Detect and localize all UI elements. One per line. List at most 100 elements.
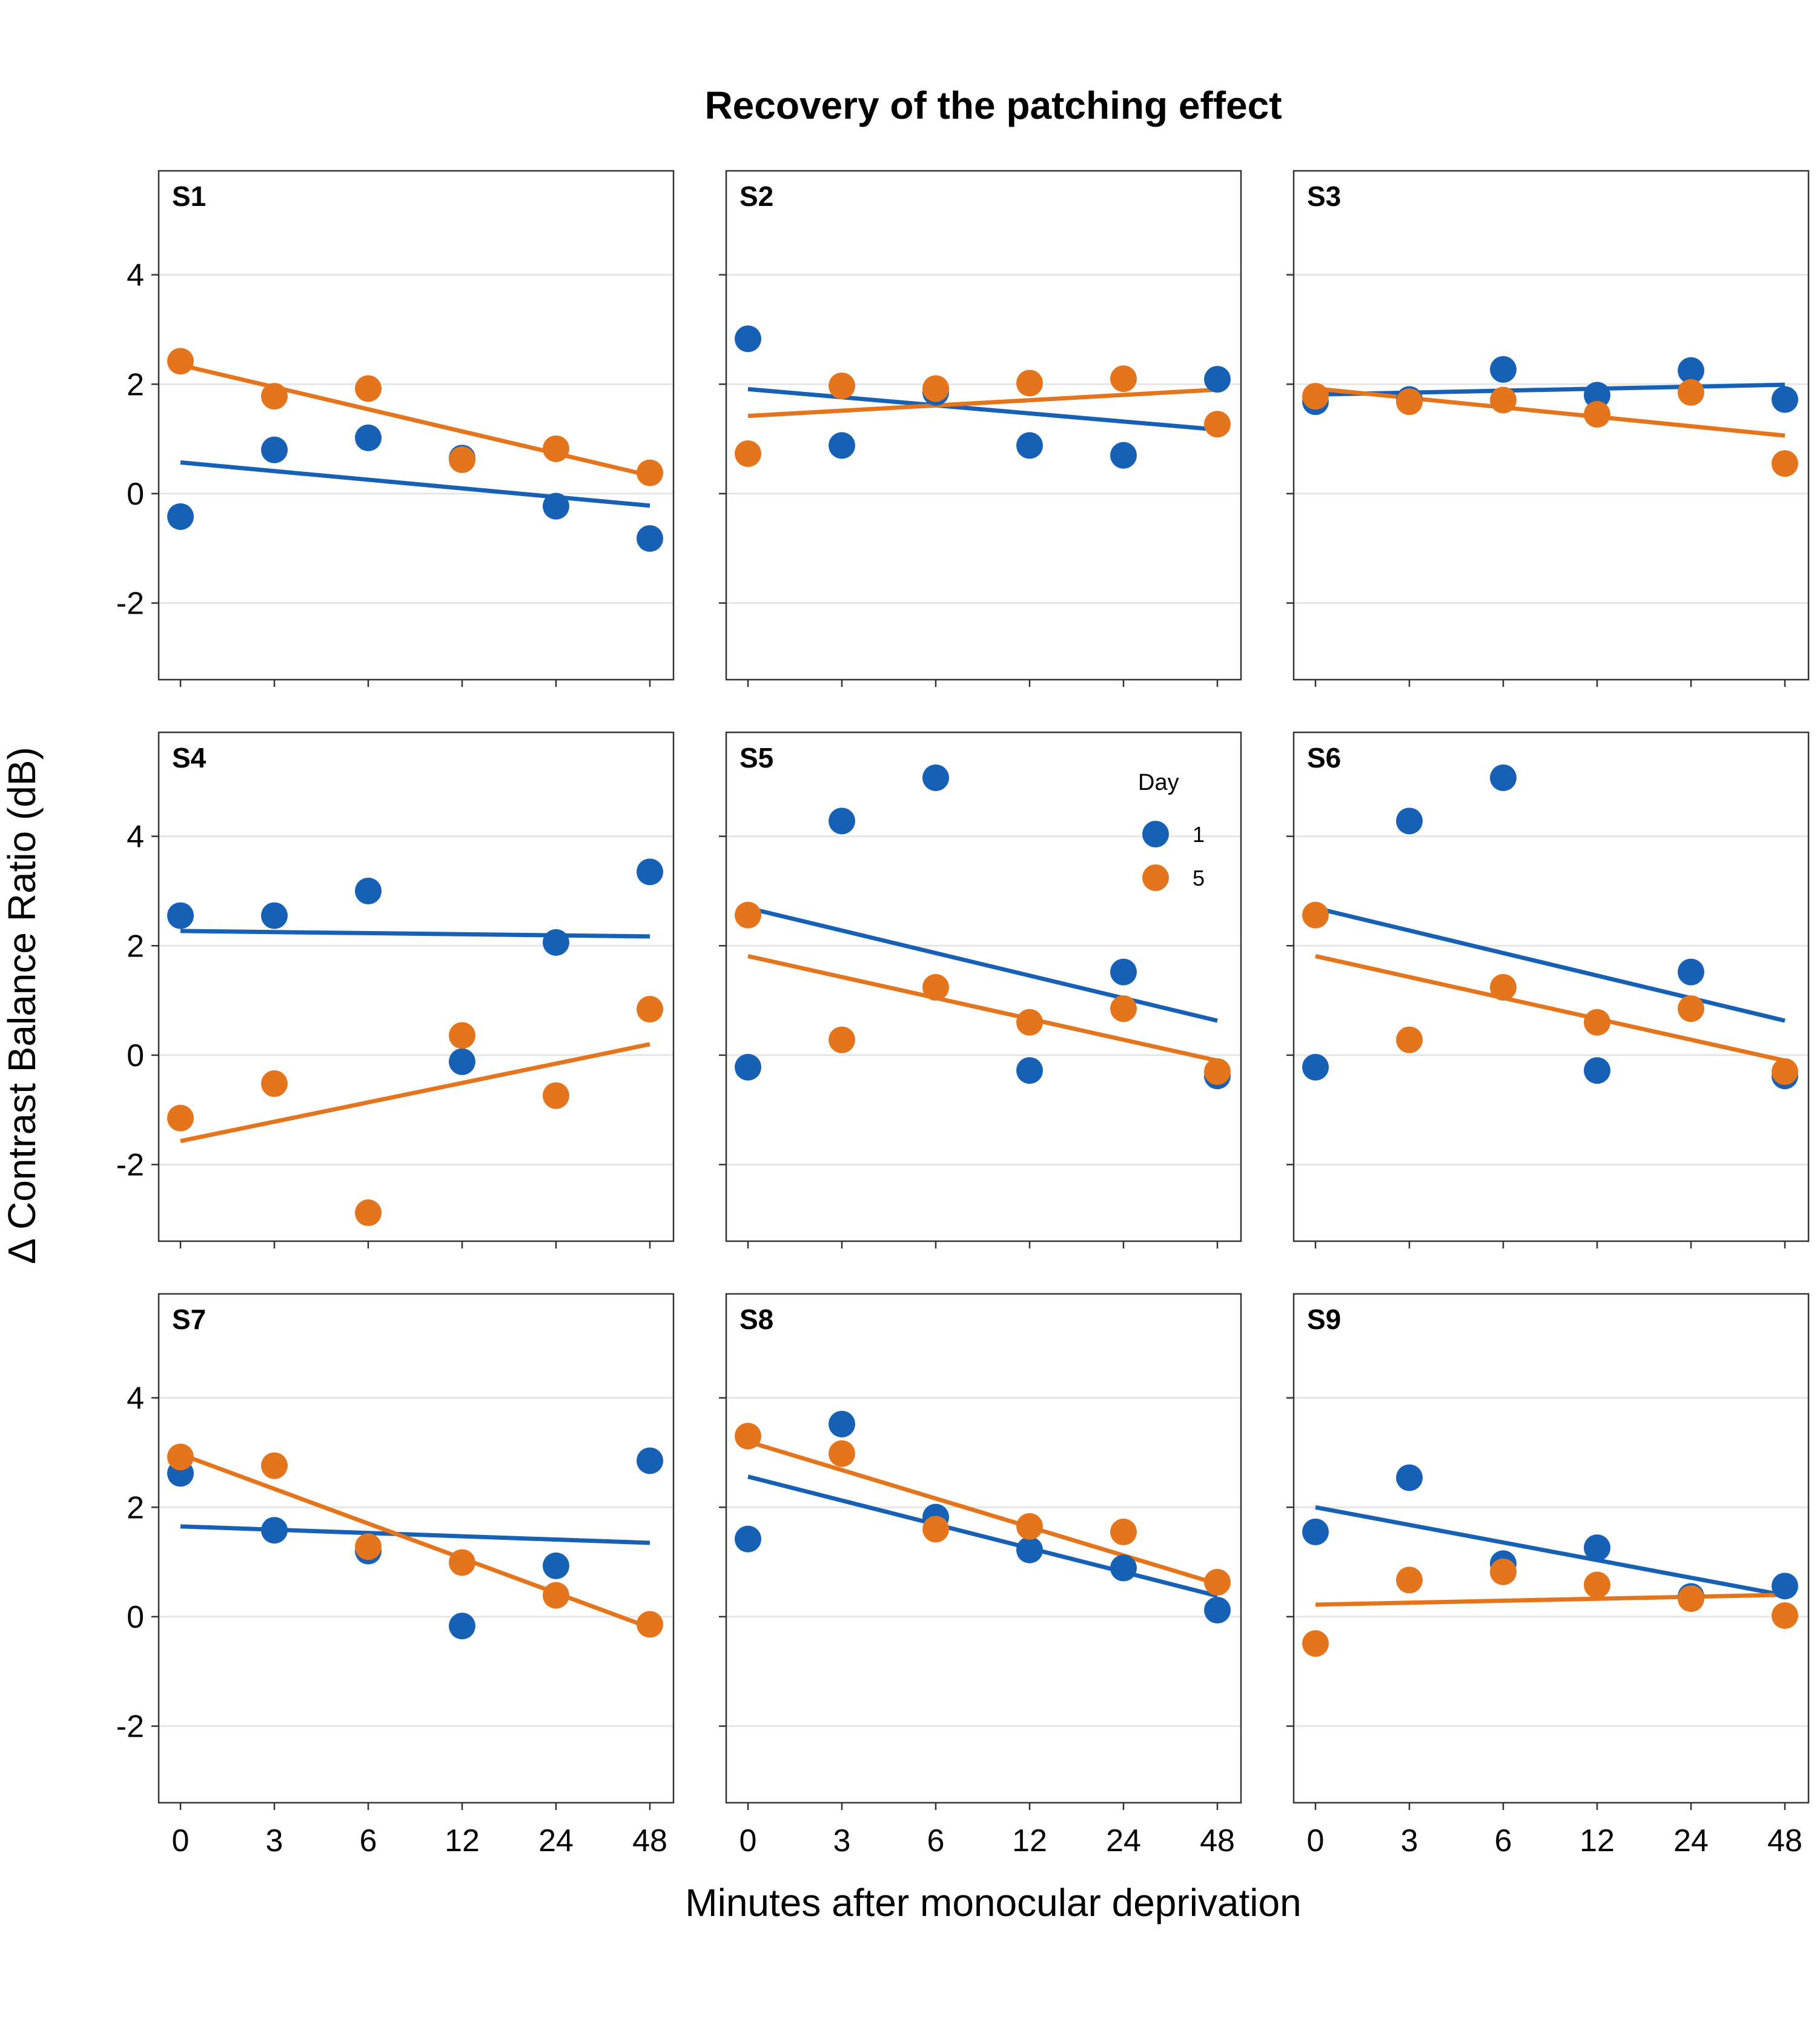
day5-fit-line: [180, 363, 650, 478]
x-tick-label: 6: [1495, 1823, 1512, 1858]
day1-point: [355, 424, 382, 451]
day5-point: [922, 375, 949, 402]
panel-frame: [725, 1293, 1242, 1804]
panel-label: S7: [172, 1304, 206, 1335]
day5-point: [922, 1516, 949, 1543]
day5-point: [543, 1582, 569, 1609]
day1-point: [261, 902, 288, 929]
panel-frame: [1292, 731, 1810, 1242]
day1-point: [829, 807, 855, 835]
day5-fit-line: [747, 954, 1218, 1063]
panel-s3: S3: [1286, 170, 1810, 687]
day5-fit-line: [180, 1042, 650, 1144]
day5-point: [1678, 1585, 1704, 1613]
x-tick-label: 6: [360, 1823, 377, 1858]
day1-point: [261, 1517, 288, 1544]
day1-fit-line: [1315, 382, 1785, 397]
day5-point: [1016, 1513, 1043, 1540]
day5-point: [1396, 1566, 1423, 1594]
x-tick-label: 0: [172, 1823, 190, 1858]
day5-point: [637, 996, 663, 1023]
day5-point: [543, 435, 569, 462]
y-tick-label: 0: [127, 1600, 144, 1635]
day5-point: [922, 973, 949, 1001]
day5-point: [1490, 973, 1517, 1001]
day1-point: [1110, 1554, 1137, 1582]
panel-s6: S6: [1286, 731, 1810, 1248]
day5-point: [355, 375, 382, 402]
y-tick-label: 0: [127, 477, 144, 512]
panel-frame: [157, 170, 675, 681]
x-tick-label: 6: [927, 1823, 945, 1858]
day5-point: [1016, 370, 1043, 397]
legend: Day 1 5: [1138, 770, 1205, 891]
day5-point: [1204, 1058, 1231, 1085]
day5-point: [1204, 1569, 1231, 1596]
day1-fit-line: [1315, 1505, 1785, 1598]
day1-fit-line: [747, 1474, 1218, 1598]
day1-point: [1302, 1053, 1329, 1081]
day1-point: [1584, 382, 1610, 409]
day1-point: [449, 1048, 475, 1075]
day1-point: [1016, 1057, 1043, 1084]
day5-point: [355, 1533, 382, 1560]
y-tick-label: -2: [116, 1709, 144, 1745]
day5-point: [1678, 995, 1704, 1023]
x-tick-label: 48: [632, 1823, 667, 1858]
day1-point: [543, 1552, 569, 1579]
day5-point: [1302, 901, 1329, 929]
x-tick-label: 3: [1401, 1823, 1418, 1858]
day5-fit-line: [1315, 954, 1785, 1063]
day5-point: [1016, 1009, 1043, 1036]
day1-point: [1678, 958, 1704, 986]
day5-point: [1396, 388, 1423, 416]
panel-label: S2: [740, 181, 773, 212]
chart-title: Recovery of the patching effect: [704, 84, 1282, 127]
day5-point: [1302, 1630, 1329, 1657]
day5-point: [167, 348, 194, 375]
day1-point: [1584, 1057, 1610, 1084]
panel-frame: [725, 170, 1242, 681]
day1-point: [1490, 764, 1517, 791]
panel-frame: [157, 1293, 675, 1804]
day5-point: [449, 1022, 475, 1049]
day1-point: [735, 1525, 761, 1553]
day1-point: [1204, 1597, 1231, 1624]
day1-point: [735, 325, 761, 353]
panel-label: S4: [172, 742, 207, 774]
legend-key-point: [1142, 821, 1169, 847]
day1-point: [1016, 1536, 1043, 1563]
day1-point: [167, 902, 194, 929]
day1-point: [1772, 1573, 1798, 1600]
day5-point: [1584, 400, 1610, 428]
day1-fit-line: [180, 460, 650, 508]
day1-point: [829, 432, 855, 459]
panel-label: S8: [740, 1304, 773, 1335]
day1-point: [637, 525, 663, 552]
x-tick-label: 3: [833, 1823, 851, 1858]
day5-point: [449, 1549, 475, 1576]
x-tick-label: 0: [1307, 1823, 1325, 1858]
day5-point: [829, 1026, 855, 1053]
day1-point: [1302, 1518, 1329, 1545]
legend-key-point: [1142, 864, 1169, 891]
day1-point: [1396, 807, 1423, 835]
legend-label: 1: [1193, 822, 1205, 847]
day1-point: [1396, 1464, 1423, 1491]
day1-point: [829, 1410, 855, 1437]
day5-point: [735, 1422, 761, 1450]
day1-point: [1110, 442, 1137, 469]
x-tick-label: 12: [1012, 1823, 1047, 1858]
day5-point: [167, 1104, 194, 1132]
day1-point: [1110, 958, 1137, 986]
y-tick-label: 0: [127, 1038, 144, 1073]
x-tick-label: 12: [445, 1823, 480, 1858]
day1-point: [1016, 432, 1043, 459]
x-tick-label: 0: [740, 1823, 757, 1858]
panel-s8: 0 3 6 12 24 48 S8: [719, 1293, 1242, 1858]
day1-point: [261, 436, 288, 463]
day1-fit-line: [747, 386, 1218, 432]
